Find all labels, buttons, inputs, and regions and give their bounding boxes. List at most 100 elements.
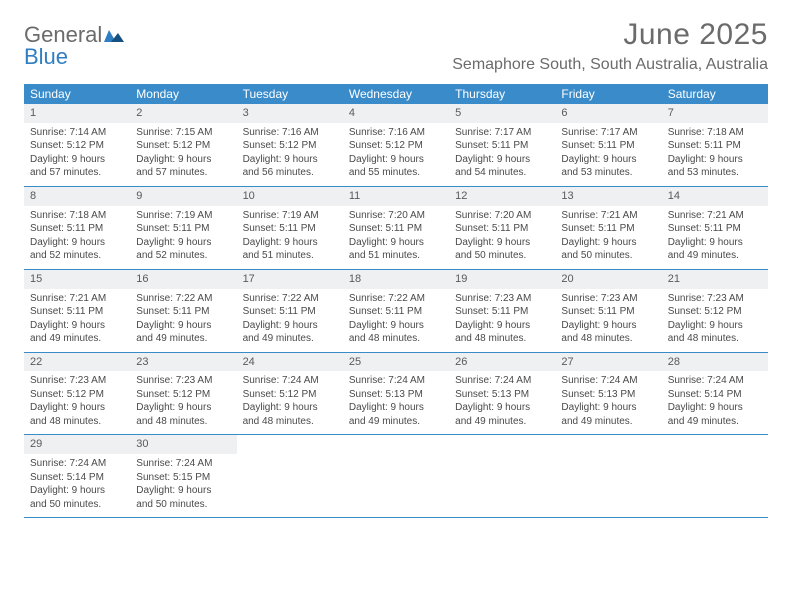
sunset-text: Sunset: 5:12 PM — [243, 139, 337, 153]
sunset-text: Sunset: 5:11 PM — [349, 305, 443, 319]
sunrise-text: Sunrise: 7:22 AM — [243, 292, 337, 306]
daylight-text-2: and 49 minutes. — [455, 415, 549, 429]
daylight-text-2: and 53 minutes. — [561, 166, 655, 180]
daylight-text-1: Daylight: 9 hours — [668, 153, 762, 167]
daylight-text-1: Daylight: 9 hours — [30, 484, 124, 498]
daylight-text-1: Daylight: 9 hours — [668, 401, 762, 415]
sunset-text: Sunset: 5:11 PM — [136, 305, 230, 319]
daylight-text-2: and 51 minutes. — [349, 249, 443, 263]
sunset-text: Sunset: 5:11 PM — [30, 305, 124, 319]
empty-cell — [343, 435, 449, 517]
sunset-text: Sunset: 5:11 PM — [30, 222, 124, 236]
sunset-text: Sunset: 5:11 PM — [668, 222, 762, 236]
daylight-text-1: Daylight: 9 hours — [668, 236, 762, 250]
day-number: 15 — [30, 273, 42, 285]
empty-cell — [662, 435, 768, 517]
day-cell: 7Sunrise: 7:18 AMSunset: 5:11 PMDaylight… — [662, 104, 768, 186]
daylight-text-1: Daylight: 9 hours — [243, 153, 337, 167]
day-number: 11 — [349, 190, 360, 202]
daylight-text-2: and 49 minutes. — [668, 415, 762, 429]
sunrise-text: Sunrise: 7:22 AM — [136, 292, 230, 306]
daylight-text-2: and 49 minutes. — [349, 415, 443, 429]
day-number: 14 — [668, 190, 680, 202]
week-row: 15Sunrise: 7:21 AMSunset: 5:11 PMDayligh… — [24, 270, 768, 353]
daynum-bar: 4 — [343, 104, 449, 123]
daynum-bar: 22 — [24, 353, 130, 372]
day-number: 21 — [668, 273, 680, 285]
day-cell: 23Sunrise: 7:23 AMSunset: 5:12 PMDayligh… — [130, 353, 236, 435]
daynum-bar: 24 — [237, 353, 343, 372]
sunset-text: Sunset: 5:12 PM — [349, 139, 443, 153]
sunset-text: Sunset: 5:13 PM — [349, 388, 443, 402]
daylight-text-2: and 48 minutes. — [561, 332, 655, 346]
daynum-bar: 9 — [130, 187, 236, 206]
daylight-text-2: and 50 minutes. — [561, 249, 655, 263]
week-row: 8Sunrise: 7:18 AMSunset: 5:11 PMDaylight… — [24, 187, 768, 270]
sunrise-text: Sunrise: 7:19 AM — [243, 209, 337, 223]
sunrise-text: Sunrise: 7:19 AM — [136, 209, 230, 223]
daylight-text-1: Daylight: 9 hours — [136, 484, 230, 498]
day-cell: 22Sunrise: 7:23 AMSunset: 5:12 PMDayligh… — [24, 353, 130, 435]
day-number: 8 — [30, 190, 36, 202]
daylight-text-2: and 53 minutes. — [668, 166, 762, 180]
sunset-text: Sunset: 5:11 PM — [561, 222, 655, 236]
day-cell: 20Sunrise: 7:23 AMSunset: 5:11 PMDayligh… — [555, 270, 661, 352]
daynum-bar: 5 — [449, 104, 555, 123]
sunrise-text: Sunrise: 7:23 AM — [668, 292, 762, 306]
day-cell: 19Sunrise: 7:23 AMSunset: 5:11 PMDayligh… — [449, 270, 555, 352]
day-cell: 15Sunrise: 7:21 AMSunset: 5:11 PMDayligh… — [24, 270, 130, 352]
daylight-text-1: Daylight: 9 hours — [455, 153, 549, 167]
day-cell: 25Sunrise: 7:24 AMSunset: 5:13 PMDayligh… — [343, 353, 449, 435]
daylight-text-2: and 48 minutes. — [668, 332, 762, 346]
day-cell: 5Sunrise: 7:17 AMSunset: 5:11 PMDaylight… — [449, 104, 555, 186]
daynum-bar: 8 — [24, 187, 130, 206]
day-cell: 21 Sunrise: 7:23 AMSunset: 5:12 PMDayligh… — [662, 270, 768, 352]
daynum-bar: 15 — [24, 270, 130, 289]
daynum-bar: 20 — [555, 270, 661, 289]
sunrise-text: Sunrise: 7:24 AM — [349, 374, 443, 388]
day-cell: 27Sunrise: 7:24 AMSunset: 5:13 PMDayligh… — [555, 353, 661, 435]
daynum-bar: 6 — [555, 104, 661, 123]
day-number: 19 — [455, 273, 467, 285]
week-row: 22Sunrise: 7:23 AMSunset: 5:12 PMDayligh… — [24, 353, 768, 436]
day-number: 29 — [30, 438, 42, 450]
daynum-bar: 11 — [343, 187, 449, 206]
calendar-grid: SundayMondayTuesdayWednesdayThursdayFrid… — [24, 84, 768, 518]
sunset-text: Sunset: 5:11 PM — [561, 139, 655, 153]
sunset-text: Sunset: 5:12 PM — [30, 139, 124, 153]
sunrise-text: Sunrise: 7:17 AM — [561, 126, 655, 140]
daylight-text-1: Daylight: 9 hours — [668, 319, 762, 333]
dow-monday: Monday — [130, 84, 236, 104]
day-cell: 9Sunrise: 7:19 AMSunset: 5:11 PMDaylight… — [130, 187, 236, 269]
daylight-text-2: and 55 minutes. — [349, 166, 443, 180]
daylight-text-2: and 52 minutes. — [136, 249, 230, 263]
sunset-text: Sunset: 5:12 PM — [243, 388, 337, 402]
day-number: 20 — [561, 273, 573, 285]
day-number: 5 — [455, 107, 461, 119]
daylight-text-2: and 48 minutes. — [349, 332, 443, 346]
day-number: 30 — [136, 438, 148, 450]
daynum-bar: 18 — [343, 270, 449, 289]
day-of-week-row: SundayMondayTuesdayWednesdayThursdayFrid… — [24, 84, 768, 104]
daynum-bar: 26 — [449, 353, 555, 372]
daylight-text-1: Daylight: 9 hours — [30, 401, 124, 415]
dow-sunday: Sunday — [24, 84, 130, 104]
daylight-text-2: and 49 minutes. — [561, 415, 655, 429]
daylight-text-2: and 48 minutes. — [455, 332, 549, 346]
sunrise-text: Sunrise: 7:22 AM — [349, 292, 443, 306]
sunrise-text: Sunrise: 7:21 AM — [561, 209, 655, 223]
daylight-text-1: Daylight: 9 hours — [561, 236, 655, 250]
sunrise-text: Sunrise: 7:24 AM — [30, 457, 124, 471]
daylight-text-2: and 51 minutes. — [243, 249, 337, 263]
day-cell: 1Sunrise: 7:14 AMSunset: 5:12 PMDaylight… — [24, 104, 130, 186]
sunrise-text: Sunrise: 7:16 AM — [243, 126, 337, 140]
day-cell: 3Sunrise: 7:16 AMSunset: 5:12 PMDaylight… — [237, 104, 343, 186]
sunrise-text: Sunrise: 7:24 AM — [668, 374, 762, 388]
day-cell: 30Sunrise: 7:24 AMSunset: 5:15 PMDayligh… — [130, 435, 236, 517]
empty-cell — [237, 435, 343, 517]
sunset-text: Sunset: 5:12 PM — [668, 305, 762, 319]
day-number: 17 — [243, 273, 255, 285]
day-number: 7 — [668, 107, 674, 119]
daylight-text-2: and 50 minutes. — [136, 498, 230, 512]
sunrise-text: Sunrise: 7:16 AM — [349, 126, 443, 140]
